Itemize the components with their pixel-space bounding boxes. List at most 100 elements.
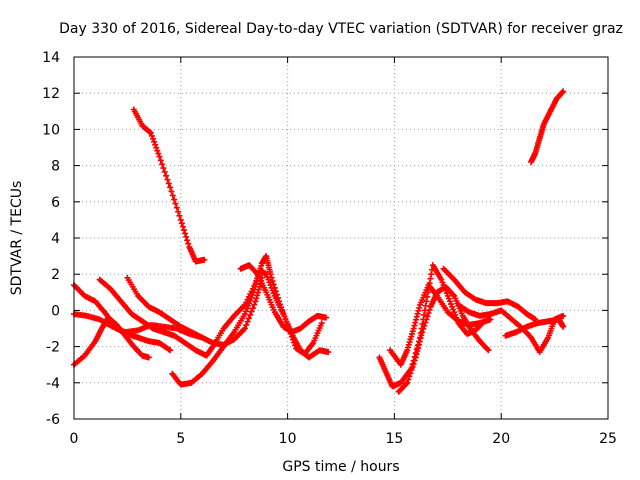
y-tick-label: -2 xyxy=(46,340,60,356)
series-arc-8 xyxy=(169,267,332,388)
data-point xyxy=(560,88,567,95)
data-layer xyxy=(71,88,567,395)
data-point xyxy=(241,325,248,332)
x-tick-label: 10 xyxy=(279,431,297,447)
y-tick-label: 14 xyxy=(42,50,60,66)
data-point xyxy=(253,295,260,302)
data-point xyxy=(423,316,430,323)
data-point xyxy=(167,184,174,191)
series-arc-12 xyxy=(395,283,492,395)
data-point xyxy=(404,379,411,386)
x-tick-label: 0 xyxy=(70,431,79,447)
data-point xyxy=(421,311,428,318)
data-point xyxy=(413,313,420,320)
data-point xyxy=(428,271,435,278)
x-tick-label: 5 xyxy=(176,431,185,447)
data-point xyxy=(411,322,418,329)
data-point xyxy=(247,311,254,318)
y-tick-label: -6 xyxy=(46,412,60,428)
data-point xyxy=(414,348,421,355)
y-tick-label: 4 xyxy=(51,231,60,247)
data-point xyxy=(418,332,425,339)
data-point xyxy=(405,376,412,383)
data-point xyxy=(164,176,171,183)
data-point xyxy=(249,305,256,312)
series-arc-15 xyxy=(502,316,567,339)
data-point xyxy=(155,150,162,157)
data-point xyxy=(560,323,567,330)
series-arc-13 xyxy=(440,265,539,323)
data-point xyxy=(323,314,330,321)
data-point xyxy=(244,318,251,325)
data-point xyxy=(416,338,423,345)
grid xyxy=(74,57,608,419)
data-point xyxy=(484,346,491,353)
data-point xyxy=(251,301,258,308)
data-point xyxy=(407,370,414,377)
data-point xyxy=(183,233,190,240)
data-point xyxy=(157,157,164,164)
data-point xyxy=(412,319,419,326)
data-point xyxy=(415,344,422,351)
data-point xyxy=(156,153,163,160)
data-point xyxy=(559,89,566,96)
data-point xyxy=(318,320,325,327)
data-point xyxy=(413,351,420,358)
data-point xyxy=(406,373,413,380)
chart-title: Day 330 of 2016, Sidereal Day-to-day VTE… xyxy=(59,21,623,37)
data-point xyxy=(252,298,259,305)
y-tick-label: 8 xyxy=(51,159,60,175)
data-point xyxy=(427,275,434,282)
y-tick-label: 12 xyxy=(42,86,60,102)
data-point xyxy=(410,325,417,332)
data-point xyxy=(269,277,276,284)
data-point xyxy=(181,227,188,234)
data-point xyxy=(243,322,250,329)
data-point xyxy=(415,307,422,314)
data-point xyxy=(185,240,192,247)
data-point xyxy=(420,325,427,332)
data-point xyxy=(161,168,168,175)
data-point xyxy=(154,147,161,154)
y-tick-label: -4 xyxy=(46,376,60,392)
data-point xyxy=(419,329,426,336)
data-point xyxy=(173,204,180,211)
series-arc-1 xyxy=(130,106,208,265)
data-point xyxy=(423,298,430,305)
data-point xyxy=(417,335,424,342)
y-tick-label: 10 xyxy=(42,122,60,138)
data-point xyxy=(177,216,184,223)
x-tick-label: 20 xyxy=(492,431,510,447)
data-point xyxy=(178,220,185,227)
data-point xyxy=(413,316,420,323)
data-point xyxy=(248,308,255,315)
data-point xyxy=(450,291,457,298)
data-point xyxy=(245,315,252,322)
data-point xyxy=(163,172,170,179)
data-point xyxy=(416,304,423,311)
data-point xyxy=(560,312,567,319)
x-tick-label: 15 xyxy=(385,431,403,447)
data-point xyxy=(409,363,416,370)
data-point xyxy=(168,188,175,195)
data-point xyxy=(182,230,189,237)
data-point xyxy=(172,200,179,207)
data-point xyxy=(201,256,208,263)
data-point xyxy=(425,310,432,317)
data-point xyxy=(403,380,410,387)
data-point xyxy=(152,141,159,148)
data-point xyxy=(408,367,415,374)
x-axis-title: GPS time / hours xyxy=(282,459,399,475)
series-arc-5 xyxy=(71,314,152,368)
data-point xyxy=(146,129,153,136)
data-point xyxy=(487,316,494,323)
data-point xyxy=(148,132,155,139)
data-point xyxy=(410,360,417,367)
y-axis-title: SDTVAR / TECUs xyxy=(9,181,25,296)
data-point xyxy=(209,344,216,351)
data-point xyxy=(153,144,160,151)
data-point xyxy=(325,349,332,356)
y-tick-label: 2 xyxy=(51,267,60,283)
data-point xyxy=(159,161,166,168)
series-arc-11 xyxy=(387,282,494,368)
